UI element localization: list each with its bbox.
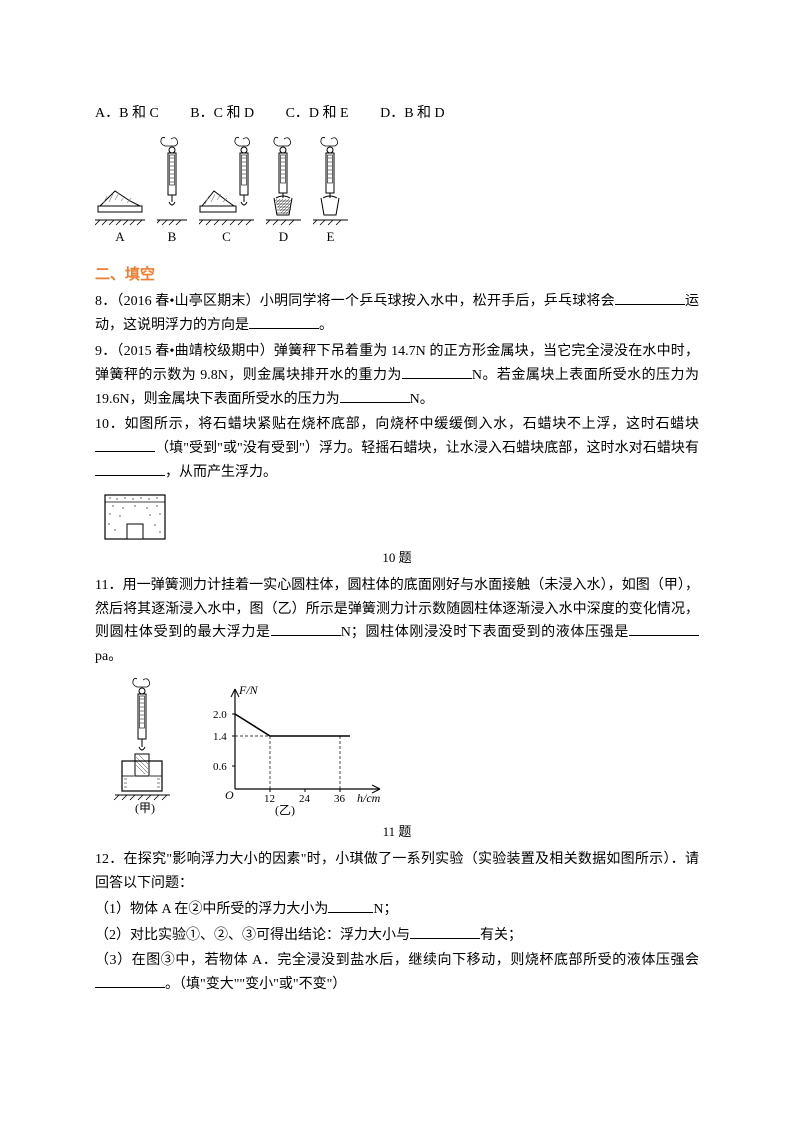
label-b: B — [168, 226, 177, 248]
q8: 8．（2016 春•山亭区期末）小明同学将一个乒乓球按入水中，松开手后，乒乓球将… — [95, 290, 699, 338]
svg-text:h/cm: h/cm — [357, 791, 381, 805]
blank — [249, 314, 319, 329]
q11: 11．用一弹簧测力计挂着一实心圆柱体，圆柱体的底面刚好与水面接触（未浸入水），如… — [95, 574, 699, 669]
q12-1: （1）物体 A 在②中所受的浮力大小为 N； — [95, 898, 699, 922]
svg-text:(甲): (甲) — [135, 801, 155, 815]
blank — [340, 388, 410, 403]
blank — [615, 290, 685, 305]
q10: 10．如图所示，将石蜡块紧贴在烧杯底部，向烧杯中缓缓倒入水，石蜡块不上浮，这时石… — [95, 413, 699, 484]
q11-text-3: pa。 — [95, 649, 122, 664]
q11-caption: 11 题 — [95, 821, 699, 843]
svg-text:36: 36 — [334, 793, 346, 805]
label-d: D — [279, 226, 288, 248]
q9-text-3: N。 — [410, 392, 434, 407]
svg-text:2.0: 2.0 — [213, 709, 227, 721]
q8-text-3: 。 — [319, 318, 333, 333]
blank — [328, 898, 373, 913]
option-b: B．C 和 D — [190, 106, 254, 121]
q12-2a: （2）对比实验①、②、③可得出结论：浮力大小与 — [95, 928, 410, 943]
label-c: C — [222, 226, 231, 248]
q12-2b: 有关； — [480, 928, 522, 943]
q10-text-3: ，从而产生浮力。 — [165, 465, 277, 480]
q7-diagram: A B — [95, 136, 699, 248]
svg-text:1.4: 1.4 — [213, 731, 227, 743]
page-content: A．B 和 C B．C 和 D C．D 和 E D．B 和 D A — [0, 0, 794, 1123]
label-e: E — [327, 226, 335, 248]
q10-caption: 10 题 — [95, 547, 699, 569]
diagram-c: C — [199, 136, 254, 248]
svg-text:O: O — [225, 788, 234, 802]
q11-text-2: N；圆柱体刚浸没时下表面受到的液体压强是 — [341, 625, 629, 640]
q10-figure: 10 题 — [95, 490, 699, 569]
option-a: A．B 和 C — [95, 106, 159, 121]
blank — [402, 364, 472, 379]
q12-3a: （3）在图③中，若物体 A．完全浸没到盐水后，继续向下移动，则烧杯底部所受的液体… — [95, 953, 699, 968]
svg-text:0.6: 0.6 — [213, 761, 227, 773]
q8-text-1: 8．（2016 春•山亭区期末）小明同学将一个乒乓球按入水中，松开手后，乒乓球将… — [95, 294, 615, 309]
label-a: A — [115, 226, 124, 248]
q7-options: A．B 和 C B．C 和 D C．D 和 E D．B 和 D — [95, 102, 699, 126]
diagram-e: E — [313, 136, 348, 248]
q12-3: （3）在图③中，若物体 A．完全浸没到盐水后，继续向下移动，则烧杯底部所受的液体… — [95, 949, 699, 997]
option-d: D．B 和 D — [380, 106, 445, 121]
diagram-a: A — [95, 136, 145, 248]
q10-text-2: （填"受到"或"没有受到"）浮力。轻摇石蜡块，让水浸入石蜡块底部，这时水对石蜡块… — [155, 441, 699, 456]
svg-text:(乙): (乙) — [275, 803, 295, 817]
diagram-d: D — [266, 136, 301, 248]
diagram-b: B — [157, 136, 187, 248]
blank — [410, 924, 480, 939]
blank — [95, 973, 165, 988]
blank — [95, 437, 155, 452]
blank — [629, 621, 699, 636]
q12-1b: N； — [373, 902, 397, 917]
svg-text:12: 12 — [264, 793, 275, 805]
q12-1a: （1）物体 A 在②中所受的浮力大小为 — [95, 902, 328, 917]
q9: 9．（2015 春•曲靖校级期中）弹簧秤下吊着重为 14.7N 的正方形金属块，… — [95, 340, 699, 411]
blank — [95, 461, 165, 476]
q12-intro: 12．在探究"影响浮力大小的因素"时，小琪做了一系列实验（实验装置及相关数据如图… — [95, 848, 699, 896]
option-c: C．D 和 E — [286, 106, 349, 121]
blank — [271, 621, 341, 636]
q12-2: （2）对比实验①、②、③可得出结论：浮力大小与 有关； — [95, 924, 699, 948]
svg-text:24: 24 — [299, 793, 311, 805]
q10-text-1: 10．如图所示，将石蜡块紧贴在烧杯底部，向烧杯中缓缓倒入水，石蜡块不上浮，这时石… — [95, 417, 699, 432]
section-2-title: 二、填空 — [95, 263, 699, 289]
q12-3b: 。（填"变大""变小"或"不变"） — [165, 977, 346, 992]
q11-figure: (甲) F/N h/cm O 2.0 1.4 0.6 12 — [95, 674, 699, 843]
svg-text:F/N: F/N — [238, 683, 259, 697]
